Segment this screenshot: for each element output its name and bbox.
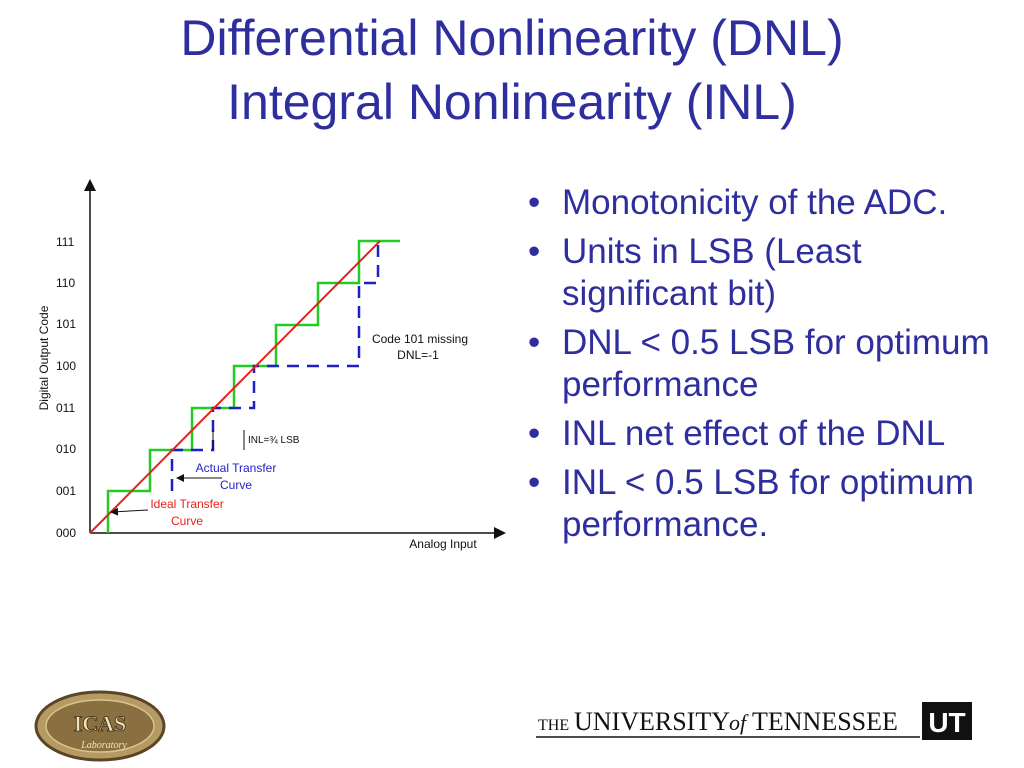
code-label-101: 101 (56, 317, 76, 331)
code-label-010: 010 (56, 442, 76, 456)
logo-university: UNIVERSITY (574, 707, 730, 736)
ut-badge (922, 702, 972, 740)
icas-lab-logo: ICAS Laboratory (34, 690, 166, 762)
ideal-curve-label-line1: Ideal Transfer (150, 497, 223, 511)
ut-badge-text: UT (928, 707, 965, 738)
slide-title-line-2: Integral Nonlinearity (INL) (227, 74, 797, 130)
university-of-tennessee-logo: THE UNIVERSITY of TENNESSEE UT (536, 702, 972, 740)
bullet-item: INL < 0.5 LSB for optimum performance. (520, 462, 1000, 546)
bullet-item: Units in LSB (Least significant bit) (520, 231, 1000, 315)
code-label-011: 011 (56, 401, 75, 415)
code-label-111: 111 (56, 235, 75, 249)
logo-of: of (729, 710, 749, 735)
ideal-staircase (106, 239, 400, 533)
icas-logo-text: ICAS (74, 711, 127, 736)
actual-curve-label-line1: Actual Transfer (196, 461, 277, 475)
code-label-110: 110 (56, 276, 75, 290)
ideal-curve-arrow (110, 507, 149, 516)
code-label-001: 001 (56, 484, 76, 498)
bullet-list: Monotonicity of the ADC. Units in LSB (L… (520, 182, 1000, 553)
bullet-item: DNL < 0.5 LSB for optimum performance (520, 322, 1000, 406)
bullet-item: INL net effect of the DNL (520, 413, 1000, 455)
y-axis-label: Digital Output Code (37, 305, 51, 410)
bullet-item: Monotonicity of the ADC. (520, 182, 1000, 224)
code-label-000: 000 (56, 526, 76, 540)
ideal-transfer-line (89, 240, 381, 534)
logo-the: THE (538, 717, 569, 734)
inl-annotation: INL=¾ LSB (248, 435, 300, 446)
logo-tennessee: TENNESSEE (752, 707, 898, 736)
slide-title-line-1: Differential Nonlinearity (DNL) (180, 10, 844, 66)
actual-curve-label-line2: Curve (220, 478, 252, 492)
code-label-100: 100 (56, 359, 76, 373)
icas-logo-subtext: Laboratory (80, 740, 127, 751)
x-axis-label: Analog Input (409, 537, 477, 551)
actual-transfer-staircase (170, 241, 380, 491)
missing-code-annotation-line2: DNL=-1 (397, 348, 439, 362)
ideal-curve-label-line2: Curve (171, 514, 203, 528)
transfer-curve-diagram: Digital Output Code Analog Input 000 001… (37, 179, 506, 551)
missing-code-annotation-line1: Code 101 missing (372, 332, 468, 346)
